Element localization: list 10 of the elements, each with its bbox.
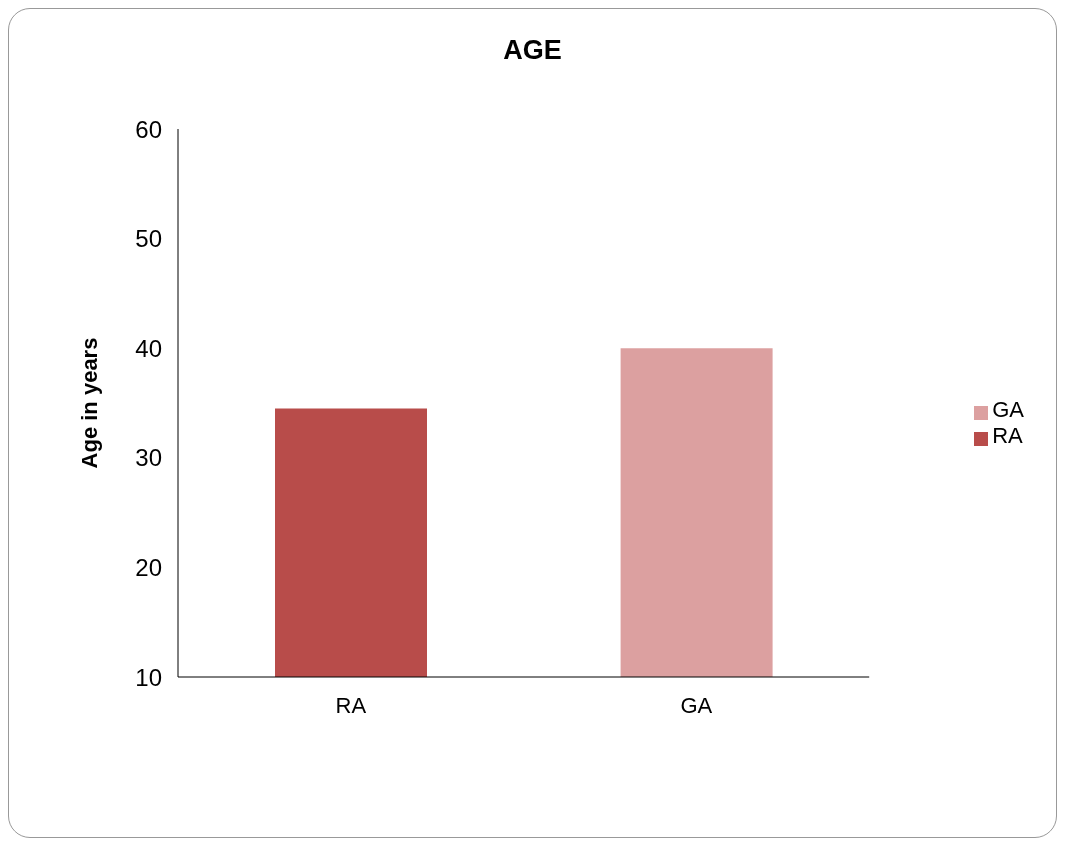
chart-title: AGE — [502, 35, 563, 66]
legend-label: GA — [992, 397, 1024, 422]
y-tick-label: 30 — [135, 444, 162, 472]
y-axis-title: Age in years — [76, 337, 102, 469]
y-tick-label: 10 — [135, 663, 162, 691]
y-tick-label: 60 — [135, 115, 162, 143]
y-tick-label: 20 — [135, 553, 162, 581]
y-tick-label: 40 — [135, 334, 162, 362]
legend-label: RA — [992, 423, 1023, 448]
y-tick-label: 50 — [135, 225, 162, 253]
